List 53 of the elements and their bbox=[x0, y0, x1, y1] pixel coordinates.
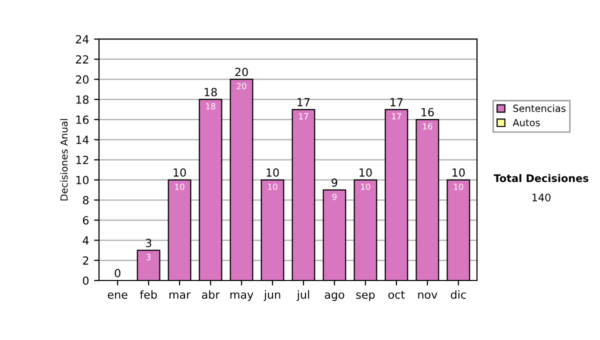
data-label: 17 bbox=[299, 113, 308, 120]
x-tick-label: jun bbox=[264, 290, 280, 301]
text: Total Decisiones bbox=[494, 174, 588, 182]
total-label: 3 bbox=[146, 238, 152, 248]
y-tick-label: 2 bbox=[83, 256, 88, 265]
total-label: 10 bbox=[452, 168, 465, 177]
data-label: 10 bbox=[268, 184, 278, 190]
data-label: 3 bbox=[146, 254, 151, 260]
legend-label: Autos bbox=[512, 119, 540, 126]
x-tick-label: may bbox=[230, 292, 254, 301]
y-tick-label: 24 bbox=[76, 35, 89, 44]
y-tick-label: 20 bbox=[76, 75, 89, 84]
total-label: 10 bbox=[174, 168, 186, 177]
y-tick-label: 0 bbox=[82, 276, 89, 285]
x-tick-label: ene bbox=[108, 292, 128, 299]
total-label: 9 bbox=[332, 178, 338, 187]
y-tick-label: 16 bbox=[76, 116, 89, 124]
y-tick-label: 10 bbox=[76, 176, 89, 184]
x-tick-label: ago bbox=[324, 292, 344, 301]
total-label: 18 bbox=[204, 88, 217, 96]
total-label: 17 bbox=[298, 98, 310, 106]
total-label: 20 bbox=[235, 68, 248, 76]
x-tick-label: jul bbox=[296, 290, 310, 301]
x-tick-label: dic bbox=[450, 290, 466, 299]
x-tick-label: nov bbox=[418, 292, 438, 299]
total-label: 10 bbox=[360, 168, 372, 177]
y-tick-label: 6 bbox=[82, 216, 89, 225]
data-label: 17 bbox=[392, 113, 402, 120]
total-label: 16 bbox=[422, 108, 434, 116]
data-label: 20 bbox=[236, 83, 246, 90]
y-axis-title: Decisiones Anual bbox=[60, 119, 68, 200]
y-tick-label: 4 bbox=[82, 236, 89, 244]
y-tick-label: 22 bbox=[76, 55, 88, 64]
y-tick-label: 14 bbox=[76, 136, 89, 144]
total-label: 0 bbox=[114, 268, 120, 278]
total-label: 17 bbox=[390, 98, 403, 106]
x-tick-label: feb bbox=[140, 290, 157, 299]
data-label: 10 bbox=[175, 184, 184, 190]
x-tick-label: sep bbox=[356, 292, 375, 301]
data-label: 10 bbox=[454, 184, 464, 190]
y-tick-label: 18 bbox=[76, 95, 89, 104]
y-tick-label: 12 bbox=[76, 156, 88, 164]
data-label: 9 bbox=[332, 194, 337, 200]
x-tick-label: mar bbox=[169, 292, 191, 299]
x-tick-label: oct bbox=[388, 290, 405, 299]
text: 140 bbox=[532, 194, 551, 202]
data-label: 18 bbox=[206, 103, 216, 110]
total-label: 10 bbox=[266, 168, 279, 177]
data-label: 16 bbox=[423, 123, 432, 130]
y-tick-label: 8 bbox=[82, 196, 89, 204]
data-label: 10 bbox=[361, 184, 370, 190]
legend-label: Sentencias bbox=[513, 104, 566, 112]
x-tick-label: abr bbox=[202, 290, 220, 299]
